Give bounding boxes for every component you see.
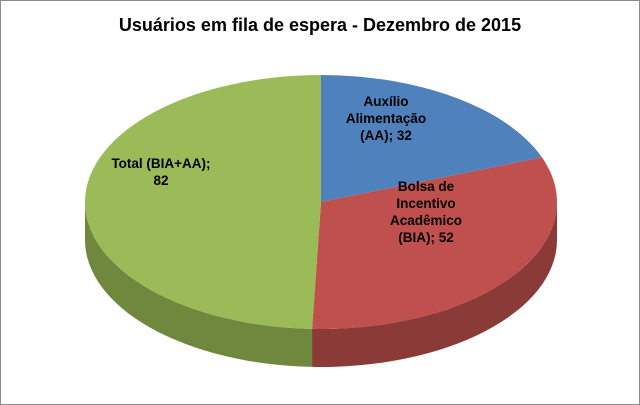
data-label-auxilio-alimentacao: Auxílio Alimentação (AA); 32 bbox=[345, 94, 427, 143]
pie-slice-0 bbox=[321, 75, 542, 202]
pie-slice-2 bbox=[84, 75, 321, 329]
pie-side-2 bbox=[85, 202, 313, 367]
chart-title: Usuários em fila de espera - Dezembro de… bbox=[118, 15, 522, 35]
data-label-total: Total (BIA+AA); 82 bbox=[111, 156, 211, 188]
data-label-bolsa-incentivo: Bolsa de Incentivo Acadêmico (BIA); 52 bbox=[389, 179, 463, 245]
pie-slice-1 bbox=[312, 157, 557, 329]
pie-side-1 bbox=[312, 202, 557, 367]
